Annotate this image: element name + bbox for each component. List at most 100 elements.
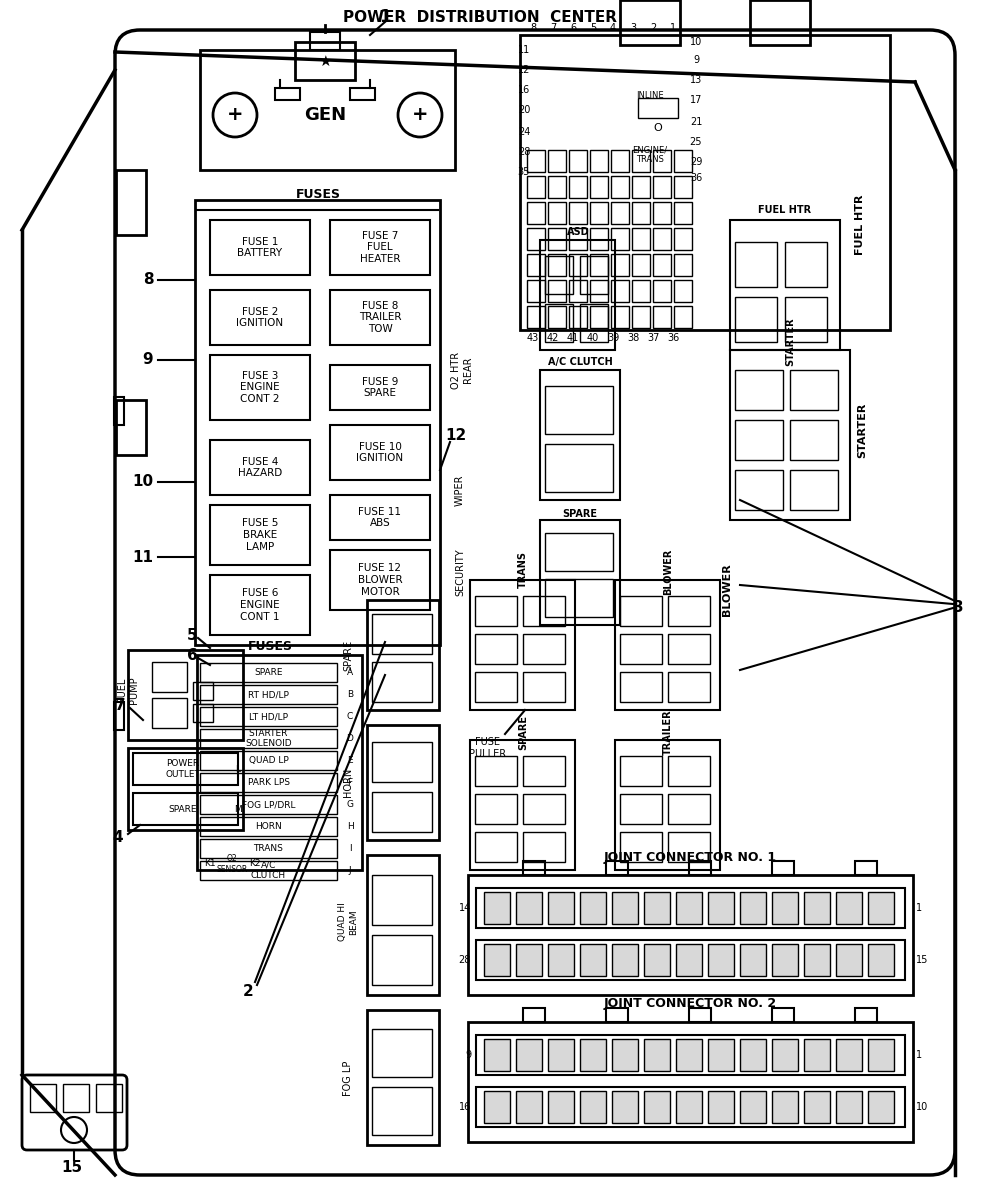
Bar bbox=[114, 397, 124, 425]
Bar bbox=[590, 202, 608, 224]
Bar bbox=[133, 754, 238, 785]
Bar bbox=[200, 662, 337, 682]
Text: 6: 6 bbox=[570, 23, 576, 32]
Text: 11: 11 bbox=[133, 550, 153, 564]
Bar bbox=[638, 98, 678, 118]
Bar bbox=[523, 794, 565, 824]
Text: 28: 28 bbox=[518, 146, 530, 157]
Text: 3: 3 bbox=[630, 23, 636, 32]
Bar bbox=[476, 940, 905, 980]
Bar bbox=[200, 794, 337, 814]
Bar bbox=[612, 1091, 638, 1123]
Text: ENGINE/: ENGINE/ bbox=[632, 145, 668, 155]
Bar bbox=[668, 832, 710, 862]
Text: L: L bbox=[235, 764, 240, 774]
Bar bbox=[523, 596, 565, 626]
Bar bbox=[548, 1091, 574, 1123]
Text: SPARE: SPARE bbox=[343, 640, 353, 671]
Bar bbox=[611, 150, 629, 172]
Text: H: H bbox=[346, 822, 353, 830]
Bar bbox=[611, 254, 629, 276]
Bar bbox=[200, 707, 337, 726]
Bar bbox=[372, 1028, 432, 1078]
Bar bbox=[484, 1039, 510, 1070]
Bar bbox=[790, 370, 838, 410]
Text: 12: 12 bbox=[518, 65, 530, 74]
Bar bbox=[740, 892, 766, 924]
Text: O: O bbox=[654, 122, 663, 133]
Text: FUSE
PULLER: FUSE PULLER bbox=[470, 737, 506, 758]
Bar bbox=[632, 306, 650, 328]
Text: 9: 9 bbox=[465, 1050, 471, 1060]
Bar bbox=[475, 756, 517, 786]
Bar bbox=[708, 1091, 734, 1123]
Bar bbox=[740, 1039, 766, 1070]
Bar bbox=[193, 704, 213, 722]
Bar bbox=[580, 892, 606, 924]
Text: FUSE 11
ABS: FUSE 11 ABS bbox=[358, 506, 402, 528]
Text: PARK LPS: PARK LPS bbox=[247, 778, 290, 787]
Text: FUEL HTR: FUEL HTR bbox=[855, 194, 865, 256]
Bar bbox=[350, 88, 375, 100]
Text: +: + bbox=[226, 106, 243, 125]
Text: 13: 13 bbox=[690, 74, 702, 85]
Text: 16: 16 bbox=[518, 85, 530, 95]
Bar bbox=[674, 280, 692, 302]
Bar bbox=[620, 832, 662, 862]
Bar bbox=[516, 944, 542, 976]
Bar bbox=[527, 254, 545, 276]
Bar bbox=[620, 596, 662, 626]
Bar bbox=[484, 944, 510, 976]
Bar bbox=[200, 839, 337, 858]
Text: FUEL HTR: FUEL HTR bbox=[759, 205, 812, 215]
Bar bbox=[855, 862, 877, 875]
Text: O2 HTR
REAR: O2 HTR REAR bbox=[451, 352, 473, 389]
Text: 37: 37 bbox=[647, 332, 660, 343]
Bar bbox=[330, 425, 430, 480]
Text: SPARE: SPARE bbox=[563, 509, 597, 518]
Text: SECURITY: SECURITY bbox=[455, 548, 465, 596]
Bar bbox=[772, 1008, 794, 1022]
Bar bbox=[632, 202, 650, 224]
Bar bbox=[580, 1039, 606, 1070]
Bar bbox=[785, 242, 827, 287]
Bar bbox=[468, 1022, 913, 1142]
Text: FUSE 7
FUEL
HEATER: FUSE 7 FUEL HEATER bbox=[360, 230, 401, 264]
Bar bbox=[620, 634, 662, 664]
Text: 8: 8 bbox=[530, 23, 536, 32]
Bar bbox=[590, 306, 608, 328]
Bar bbox=[735, 420, 783, 460]
Text: 12: 12 bbox=[445, 427, 467, 443]
Text: QUAD LP: QUAD LP bbox=[248, 756, 289, 766]
Bar bbox=[372, 935, 432, 985]
Bar bbox=[548, 228, 566, 250]
Bar bbox=[210, 505, 310, 565]
Bar bbox=[804, 1039, 830, 1070]
Bar bbox=[668, 634, 710, 664]
Text: 10: 10 bbox=[133, 474, 153, 490]
Text: FOG LP/DRL: FOG LP/DRL bbox=[241, 800, 296, 809]
Bar bbox=[804, 1091, 830, 1123]
Bar bbox=[330, 220, 430, 275]
Text: 9: 9 bbox=[142, 353, 153, 367]
Bar bbox=[644, 944, 670, 976]
Text: 43: 43 bbox=[527, 332, 539, 343]
Text: ★: ★ bbox=[318, 54, 332, 68]
Bar bbox=[804, 892, 830, 924]
Bar bbox=[615, 580, 720, 710]
Bar bbox=[330, 494, 430, 540]
Bar bbox=[545, 533, 613, 571]
Text: 8: 8 bbox=[142, 272, 153, 288]
Bar bbox=[569, 306, 587, 328]
Bar bbox=[372, 1087, 432, 1135]
Bar bbox=[708, 892, 734, 924]
Bar bbox=[772, 892, 798, 924]
Bar bbox=[590, 254, 608, 276]
Bar bbox=[516, 1091, 542, 1123]
Bar bbox=[676, 1039, 702, 1070]
Text: A/C
CLUTCH: A/C CLUTCH bbox=[251, 860, 286, 881]
Bar bbox=[580, 1091, 606, 1123]
Bar bbox=[116, 170, 146, 235]
Bar bbox=[653, 280, 671, 302]
Bar bbox=[545, 386, 613, 434]
